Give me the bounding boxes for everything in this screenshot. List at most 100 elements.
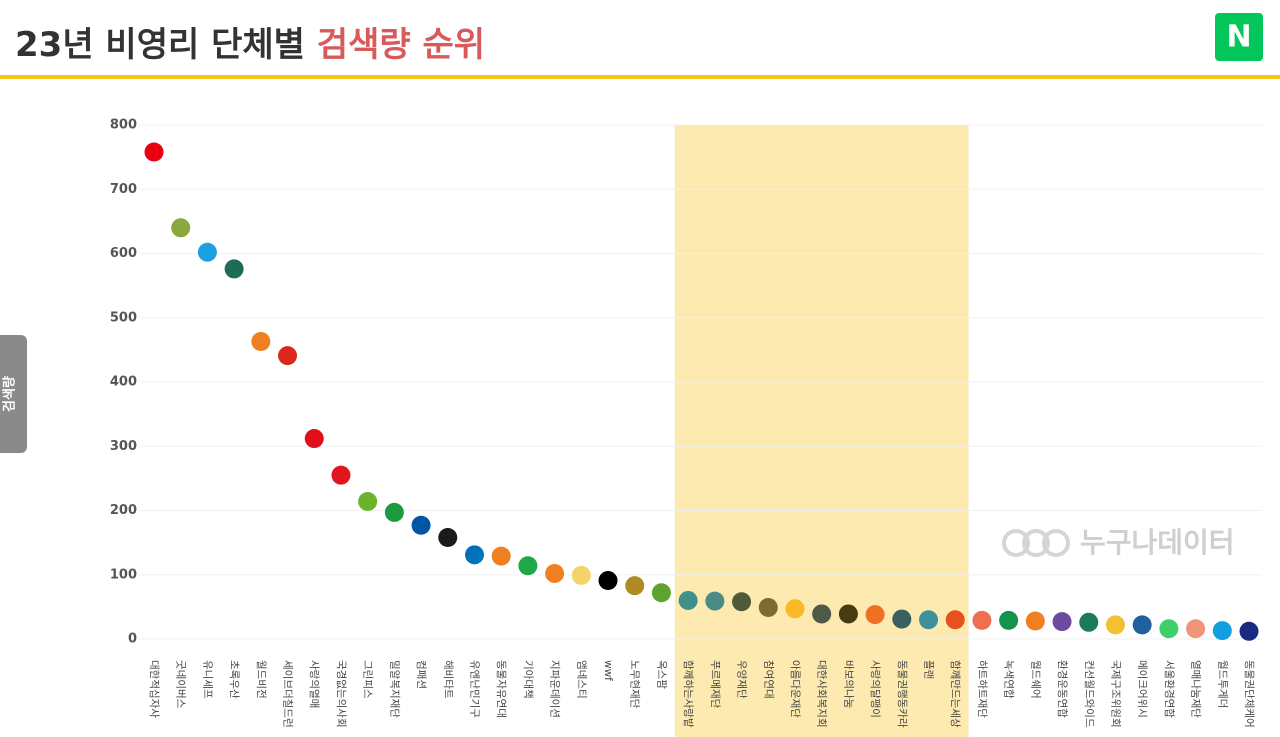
dot [785, 599, 805, 619]
x-tick-label: 밀알복지재단 [388, 660, 400, 718]
x-tick-label: 컨선월드와이드 [1083, 660, 1095, 728]
x-tick-label: 초록우산 [228, 660, 240, 699]
dot [732, 592, 752, 612]
brand-logo [1215, 13, 1263, 61]
dot [945, 610, 965, 630]
x-tick-label: 하트하트재단 [976, 660, 989, 718]
y-axis-label: 검색량 [3, 376, 18, 412]
x-tick-label: 월드쉐어 [1029, 660, 1041, 699]
dot [1159, 619, 1179, 639]
dot [197, 242, 217, 262]
x-tick-label: 옥스팜 [655, 660, 667, 689]
y-tick-label: 300 [110, 439, 137, 454]
chart-title: 23년 비영리 단체별 검색량 순위 [15, 25, 485, 65]
x-tick-label: 굿네이버스 [175, 660, 187, 709]
watermark-icon [1042, 529, 1070, 557]
x-tick-label: 세이브더칠드런 [282, 660, 294, 728]
y-tick-label: 200 [110, 503, 137, 518]
x-tick-label: 동물자유연대 [495, 660, 507, 718]
x-tick-label: 메이크어위시 [1136, 660, 1149, 718]
x-tick-label: 사랑의열매 [308, 660, 320, 708]
dot [1132, 615, 1152, 635]
dot [171, 218, 191, 238]
x-tick-label: 함께하는사랑밭 [682, 660, 695, 728]
y-tick-label: 100 [110, 567, 137, 582]
dot [224, 259, 244, 279]
y-label-tab [0, 335, 27, 453]
x-tick-label: wwf [602, 660, 614, 681]
x-tick-label: 플랜 [923, 660, 935, 679]
x-tick-label: 컴패션 [415, 660, 427, 689]
dot [651, 583, 671, 603]
dot [571, 565, 591, 585]
x-tick-label: 녹색연합 [1003, 660, 1015, 699]
watermark-icon [1002, 529, 1030, 557]
y-tick-label: 700 [110, 182, 137, 197]
watermark-icon [1022, 529, 1050, 557]
dot [705, 591, 725, 611]
x-tick-label: 바보의나눔 [842, 660, 854, 709]
x-tick-label: 유엔난민기구 [468, 660, 480, 718]
x-tick-label: 서울환경연합 [1163, 660, 1176, 718]
x-tick-label: 월드투게더 [1216, 660, 1228, 708]
dot [919, 610, 939, 630]
x-tick-label: 동물권단체케어 [1243, 660, 1255, 728]
x-tick-label: 그린피스 [362, 660, 374, 699]
title-highlight: 검색량 순위 [317, 25, 485, 65]
x-tick-label: 사랑의달팽이 [869, 660, 881, 718]
watermark: 누구나데이터 [1002, 526, 1235, 559]
dot [838, 604, 858, 624]
dot [464, 545, 484, 565]
dot [545, 563, 565, 583]
dot [358, 492, 378, 512]
x-tick-label: 푸르메재단 [709, 660, 721, 709]
dot [1212, 621, 1232, 641]
x-tick-label: 대한적십자사 [148, 660, 160, 718]
dot [278, 346, 298, 366]
y-tick-label: 600 [110, 246, 137, 261]
dot [304, 429, 324, 449]
brand-letter: N [1226, 20, 1251, 55]
y-tick-label: 800 [110, 118, 137, 133]
dot [1052, 612, 1072, 632]
dot [865, 605, 885, 625]
y-tick-label: 500 [110, 310, 137, 325]
x-tick-label: 노무현재단 [629, 660, 641, 709]
dot [331, 465, 351, 485]
header-rule [0, 75, 1280, 79]
watermark-text: 누구나데이터 [1080, 526, 1235, 559]
x-tick-label: 기아대책 [522, 660, 534, 699]
dot [812, 604, 832, 624]
x-tick-label: 우양재단 [736, 660, 748, 699]
x-tick-label: 국경없는의사회 [335, 660, 348, 728]
x-tick-label: 동물권행동카라 [896, 660, 908, 728]
dot [411, 515, 431, 535]
x-tick-label: 유니세프 [201, 660, 213, 699]
dot [384, 502, 404, 522]
x-tick-label: 열매나눔재단 [1190, 660, 1202, 718]
dot [438, 527, 458, 547]
x-tick-label: 해비타트 [442, 660, 455, 699]
x-tick-label: 앰네스티 [575, 660, 587, 699]
x-tick-label: 함께만드는세상 [949, 660, 961, 728]
dot [518, 556, 538, 576]
dot [972, 610, 992, 630]
dot [491, 546, 511, 566]
y-tick-label: 0 [128, 632, 137, 647]
x-tick-label: 참여연대 [762, 660, 774, 699]
title-main: 23년 비영리 단체별 [15, 25, 305, 65]
dot [251, 332, 271, 352]
x-tick-label: 대한사회복지회 [816, 660, 828, 728]
dot [1239, 621, 1259, 641]
y-tick-label: 400 [110, 375, 137, 390]
dot [999, 610, 1019, 630]
x-tick-label: 아름다운재단 [789, 660, 801, 718]
dot [678, 590, 698, 610]
dot [758, 598, 778, 618]
x-tick-label: 월드비전 [255, 660, 267, 699]
dot [892, 609, 912, 629]
dot [1079, 612, 1099, 632]
x-tick-label: 환경운동연합 [1056, 660, 1069, 718]
